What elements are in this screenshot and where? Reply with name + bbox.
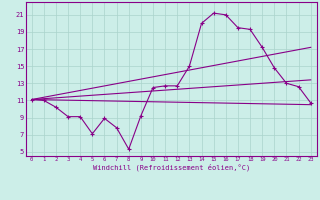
X-axis label: Windchill (Refroidissement éolien,°C): Windchill (Refroidissement éolien,°C) bbox=[92, 164, 250, 171]
